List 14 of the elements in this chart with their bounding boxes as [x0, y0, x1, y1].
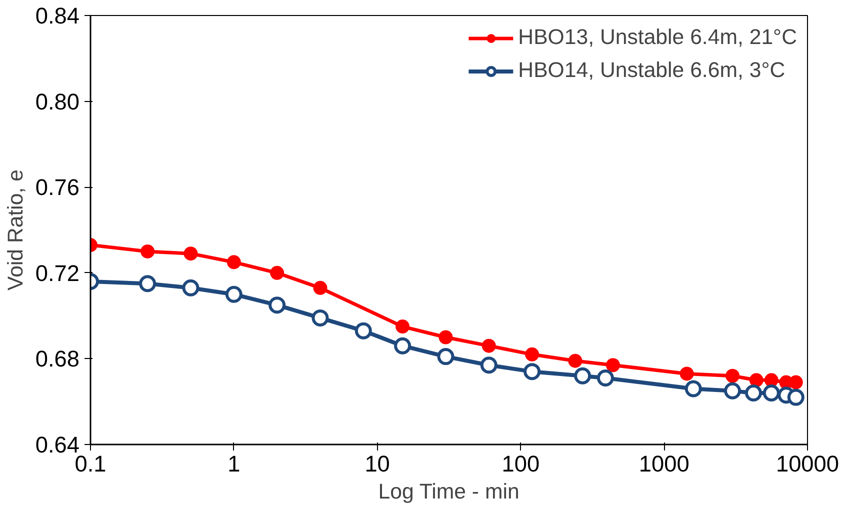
- legend-label: HBO13, Unstable 6.4m, 21°C: [518, 25, 797, 50]
- x-tick-label: 1: [228, 450, 240, 476]
- x-tick-label: 100: [502, 450, 540, 476]
- y-tick-label: 0.68: [35, 346, 80, 372]
- y-axis-title: Void Ratio, e: [3, 170, 28, 290]
- x-tick-label: 10000: [776, 450, 840, 476]
- legend-label: HBO14, Unstable 6.6m, 3°C: [518, 58, 786, 83]
- y-tick-label: 0.76: [35, 174, 80, 200]
- y-tick-label: 0.72: [35, 260, 80, 286]
- y-tick-label: 0.84: [35, 2, 80, 28]
- y-tick-label: 0.80: [35, 88, 80, 114]
- x-tick-label: 10: [364, 450, 390, 476]
- x-axis-title: Log Time - min: [378, 480, 520, 504]
- x-tick-label: 1000: [638, 450, 690, 476]
